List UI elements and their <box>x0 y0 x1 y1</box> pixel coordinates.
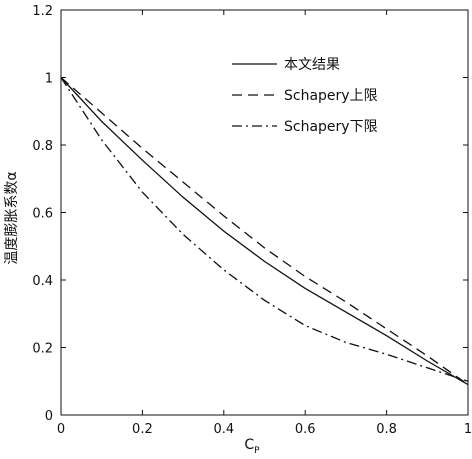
ticks: 0 0.2 0.4 0.6 0.8 1 0 0.2 0.4 0.6 0.8 1 1.2 <box>32 4 472 437</box>
series-line-1 <box>60 77 469 386</box>
x-tick-label: 1 <box>464 422 472 437</box>
plot-frame <box>60 9 469 416</box>
series-line-0 <box>60 77 469 386</box>
legend-label-2: Schapery下限 <box>284 119 378 135</box>
y-tick-label: 0.4 <box>32 274 53 289</box>
legend-label-0: 本文结果 <box>284 57 340 73</box>
x-tick-label: 0.6 <box>295 422 316 437</box>
series-lines <box>60 77 469 386</box>
y-tick-label: 1.2 <box>32 4 53 19</box>
x-axis-label-subscript: P <box>254 446 260 456</box>
x-tick-label: 0.4 <box>213 422 234 437</box>
series-line-2 <box>60 77 469 382</box>
y-tick-label: 0.2 <box>32 342 53 357</box>
x-axis-label-main: C <box>244 437 254 453</box>
axes <box>60 9 469 416</box>
y-axis-label: 温度膨胀系数α <box>3 171 20 264</box>
y-tick-label: 0.6 <box>32 207 53 222</box>
y-tick-label: 1 <box>45 72 53 87</box>
y-tick-label: 0.8 <box>32 139 53 154</box>
x-axis-label: CP <box>244 437 260 456</box>
x-tick-label: 0 <box>57 422 65 437</box>
y-tick-label: 0 <box>45 409 53 424</box>
legend: 本文结果 Schapery上限 Schapery下限 <box>232 57 378 135</box>
x-tick-label: 0.8 <box>376 422 397 437</box>
x-tick-label: 0.2 <box>132 422 153 437</box>
legend-label-1: Schapery上限 <box>284 88 378 104</box>
